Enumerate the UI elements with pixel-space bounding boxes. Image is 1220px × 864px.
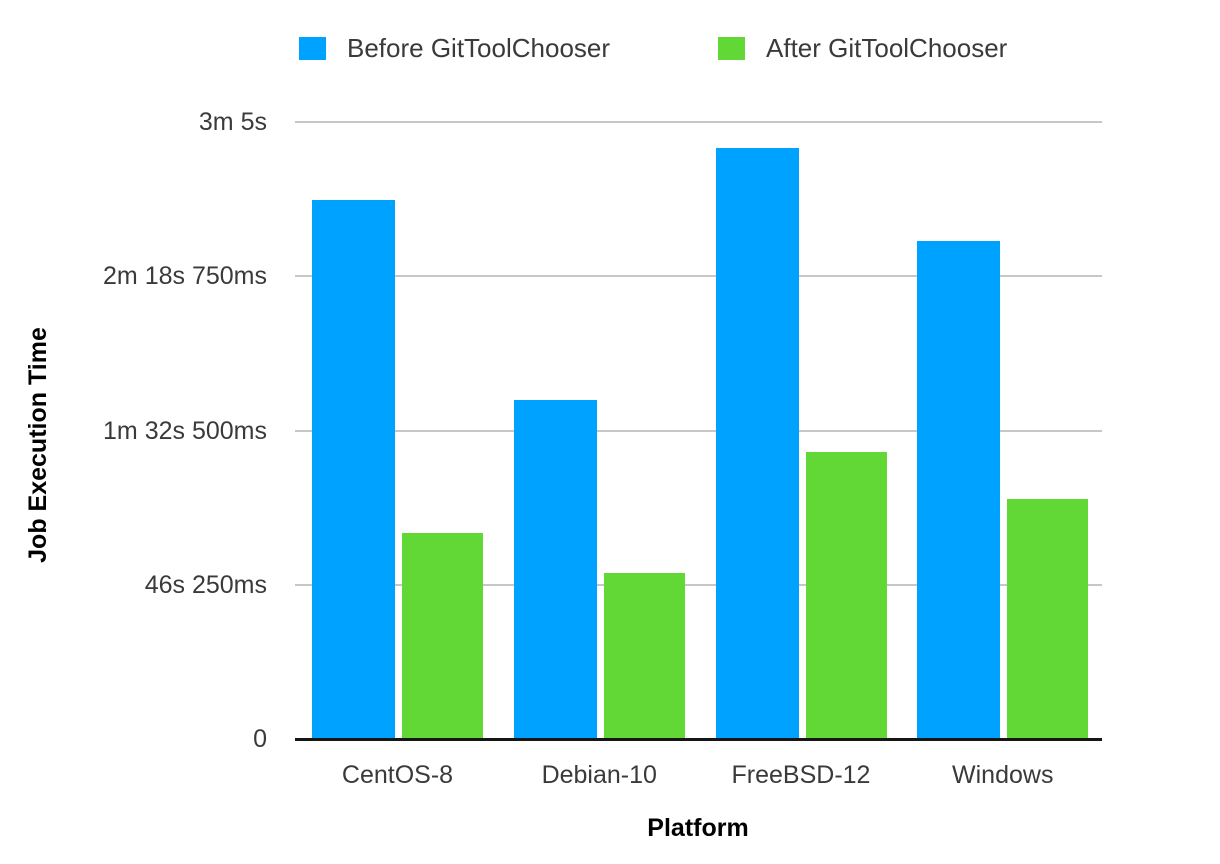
bar-after-debian-10 xyxy=(603,572,685,739)
bar-after-windows xyxy=(1007,498,1089,739)
bar-after-freebsd-12 xyxy=(805,451,887,739)
bar-before-debian-10 xyxy=(513,399,597,739)
x-tick-label-windows: Windows xyxy=(952,761,1054,789)
legend-item-before: Before GitToolChooser xyxy=(299,33,611,63)
legend-label-after: After GitToolChooser xyxy=(766,33,1008,63)
bar-after-centos-8 xyxy=(402,532,483,739)
y-tick-label-0: 0 xyxy=(253,725,267,753)
gridline-3m-5s xyxy=(295,121,1102,123)
plot-area xyxy=(295,121,1102,741)
x-tick-label-centos-8: CentOS-8 xyxy=(341,761,454,789)
legend-label-before: Before GitToolChooser xyxy=(347,33,611,63)
gridline-46s-250ms xyxy=(295,583,1102,586)
x-axis-title: Platform xyxy=(647,814,749,842)
y-tick-label-1m-32s-500ms: 1m 32s 500ms xyxy=(103,416,267,445)
bar-before-centos-8 xyxy=(312,200,395,739)
legend-swatch-after-icon xyxy=(718,37,745,60)
x-tick-label-debian-10: Debian-10 xyxy=(541,761,657,789)
x-tick-label-freebsd-12: FreeBSD-12 xyxy=(731,761,871,789)
y-tick-label-3m-5s: 3m 5s xyxy=(198,108,267,136)
gridline-1m-32s-500ms xyxy=(295,429,1102,432)
x-axis-line xyxy=(295,738,1102,741)
legend-item-after: After GitToolChooser xyxy=(718,33,1008,63)
legend-swatch-before-icon xyxy=(299,37,326,60)
y-tick-label-2m-18s-750ms: 2m 18s 750ms xyxy=(103,262,267,291)
bar-before-freebsd-12 xyxy=(715,148,799,739)
bar-before-windows xyxy=(917,241,1001,739)
y-tick-label-46s-250ms: 46s 250ms xyxy=(144,570,267,599)
gridline-2m-18s-750ms xyxy=(295,275,1102,278)
